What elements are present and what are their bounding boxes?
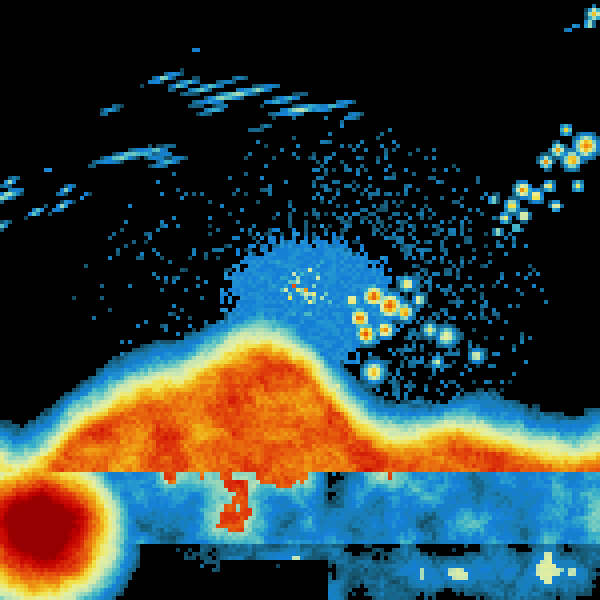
radar-reflectivity-view: Weather Radar Reflectivity Composite — [0, 0, 600, 600]
radar-reflectivity-canvas — [0, 0, 600, 600]
